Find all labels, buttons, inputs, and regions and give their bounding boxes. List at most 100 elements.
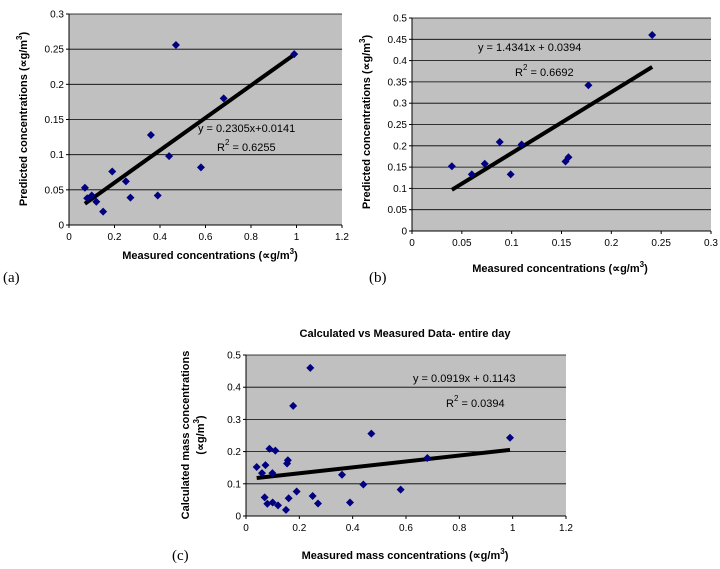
chart-b-x-tick-label: 0.2 bbox=[604, 238, 618, 249]
chart-b-point bbox=[506, 170, 515, 179]
panel-label-a: (a) bbox=[3, 270, 20, 286]
chart-a-y-tick-label: 0.15 bbox=[45, 115, 65, 126]
chart-c-point bbox=[282, 505, 290, 514]
chart-a-point bbox=[92, 197, 101, 206]
chart-c-x-tick-label: 0.4 bbox=[346, 523, 360, 534]
chart-a-x-tick-label: 0.4 bbox=[153, 232, 167, 243]
chart-a-y-ticks: 0 0.05 0.1 0.15 0.2 0.25 0.3 bbox=[45, 10, 69, 232]
chart-c-x-tick-label: 0.8 bbox=[452, 523, 466, 534]
chart-a-x-tick-label: 0.8 bbox=[244, 232, 258, 243]
chart-b-point bbox=[467, 170, 476, 179]
chart-c-point bbox=[292, 487, 301, 496]
chart-b-x-tick-label: 0 bbox=[409, 238, 415, 249]
chart-a-x-tick-label: 1 bbox=[294, 232, 300, 243]
chart-c-point bbox=[252, 463, 261, 472]
chart-b-trendline bbox=[450, 65, 654, 192]
chart-c-y-axis-title: Calculated mass concentrations bbox=[180, 351, 192, 520]
chart-b-y-tick-label: 0.5 bbox=[393, 14, 407, 25]
chart-a-y-tick-label: 0.3 bbox=[50, 10, 64, 21]
chart-a-r2: R2 = 0.6255 bbox=[217, 138, 276, 154]
chart-b-x-tick-label: 0.25 bbox=[651, 238, 671, 249]
chart-a-point bbox=[80, 183, 89, 192]
chart-a-point bbox=[196, 163, 205, 172]
chart-b-y-tick-label: 0.45 bbox=[388, 35, 408, 46]
chart-c-point bbox=[423, 454, 432, 463]
chart-a-y-tick-label: 0.25 bbox=[45, 45, 65, 56]
chart-b-x-tick-label: 0.05 bbox=[452, 238, 472, 249]
chart-c-trendline bbox=[256, 447, 511, 480]
chart-b-point bbox=[517, 140, 526, 149]
chart-b-point bbox=[447, 162, 456, 171]
chart-b-point bbox=[584, 81, 593, 90]
panel-label-c: (c) bbox=[172, 548, 189, 564]
chart-a-point bbox=[171, 40, 180, 49]
chart-b-y-ticks: 0 0.05 0.1 0.15 0.2 0.25 0.3 0.35 0.4 0.45 0.5 bbox=[388, 14, 412, 238]
chart-c-x-ticks: 0 0.2 0.4 0.6 0.8 1 1.2 bbox=[243, 516, 573, 534]
chart-b-y-tick-label: 0.2 bbox=[393, 141, 407, 152]
chart-a-point bbox=[290, 50, 299, 59]
chart-c-r2: R2 = 0.0394 bbox=[446, 394, 505, 410]
chart-c-x-axis-title: Measured mass concentrations (∝g/m3) bbox=[302, 547, 509, 562]
chart-c-equation: y = 0.0919x + 0.1143 bbox=[413, 373, 516, 385]
chart-c-x-tick-label: 0.2 bbox=[292, 523, 306, 534]
chart-a-point bbox=[121, 177, 130, 186]
chart-a-y-tick-label: 0.1 bbox=[50, 150, 64, 161]
chart-b-y-tick-label: 0 bbox=[401, 227, 407, 238]
chart-c-point bbox=[346, 498, 354, 507]
chart-c-point bbox=[268, 469, 277, 478]
chart-a-trendline bbox=[83, 52, 296, 206]
chart-b: 0 0.05 0.1 0.15 0.2 0.25 0.3 0 0.05 0.1 0.15 0.2 0.… bbox=[358, 14, 718, 287]
chart-c-gridlines bbox=[246, 354, 566, 485]
chart-c-y-tick-label: 0.5 bbox=[227, 351, 241, 362]
chart-b-y-tick-label: 0.05 bbox=[388, 205, 408, 216]
chart-b-y-tick-label: 0.3 bbox=[393, 99, 407, 110]
chart-c-point bbox=[258, 469, 266, 478]
chart-c-point bbox=[261, 461, 270, 470]
chart-c-point bbox=[367, 429, 376, 438]
chart-c-y-tick-label: 0 bbox=[235, 512, 241, 523]
chart-c-point bbox=[308, 492, 317, 501]
chart-b-trendline-path bbox=[450, 65, 654, 192]
chart-c-points bbox=[252, 363, 514, 514]
chart-c-point bbox=[338, 470, 346, 479]
chart-c-y-tick-label: 0.3 bbox=[227, 415, 241, 426]
chart-c-point bbox=[274, 501, 282, 510]
chart-c-point bbox=[306, 363, 315, 372]
chart-c-point bbox=[263, 499, 272, 508]
chart-c-point bbox=[506, 433, 514, 442]
chart-b-y-axis-title: Predicted concentrations (∝g/m3) bbox=[358, 35, 373, 210]
chart-a-point bbox=[99, 207, 108, 216]
chart-c-y-axis-title-unit: (∝g/m3) bbox=[192, 415, 207, 455]
chart-a-y-tick-label: 0.2 bbox=[50, 80, 64, 91]
chart-a-x-tick-label: 1.2 bbox=[335, 232, 349, 243]
chart-b-point bbox=[648, 31, 657, 40]
chart-c-point bbox=[396, 485, 405, 494]
chart-c-x-tick-label: 1.2 bbox=[559, 523, 573, 534]
chart-a-equation: y = 0.2305x+0.0141 bbox=[198, 123, 295, 135]
chart-a-point bbox=[153, 191, 162, 200]
chart-c-y-ticks: 0 0.1 0.2 0.3 0.4 0.5 bbox=[227, 351, 246, 523]
chart-c-point bbox=[314, 499, 322, 508]
chart-b-y-tick-label: 0.15 bbox=[388, 163, 408, 174]
chart-c-point bbox=[271, 446, 280, 455]
chart-c-trendline-path bbox=[256, 447, 511, 480]
chart-a-x-tick-label: 0 bbox=[66, 232, 72, 243]
chart-a: 0 0.2 0.4 0.6 0.8 1 1.2 0 0.05 0.1 0.15 0.2 0.25 0.3… bbox=[3, 10, 349, 287]
chart-a-point bbox=[219, 94, 228, 103]
chart-b-r2: R2 = 0.6692 bbox=[515, 63, 574, 79]
chart-c-point bbox=[283, 456, 292, 465]
chart-a-x-tick-label: 0.6 bbox=[199, 232, 213, 243]
chart-c-point bbox=[268, 498, 277, 507]
chart-b-point bbox=[564, 153, 573, 162]
chart-c-x-tick-label: 0 bbox=[243, 523, 249, 534]
chart-b-y-tick-label: 0.4 bbox=[393, 56, 407, 67]
chart-a-trendline-path bbox=[83, 52, 296, 206]
chart-a-point bbox=[165, 152, 174, 161]
chart-c-point bbox=[289, 401, 298, 410]
chart-b-x-ticks: 0 0.05 0.1 0.15 0.2 0.25 0.3 bbox=[409, 231, 718, 249]
chart-a-points bbox=[80, 40, 299, 216]
chart-b-x-tick-label: 0.15 bbox=[552, 238, 572, 249]
chart-c-point bbox=[260, 493, 269, 502]
panel-label-b: (b) bbox=[369, 270, 387, 286]
chart-b-y-tick-label: 0.1 bbox=[393, 184, 407, 195]
